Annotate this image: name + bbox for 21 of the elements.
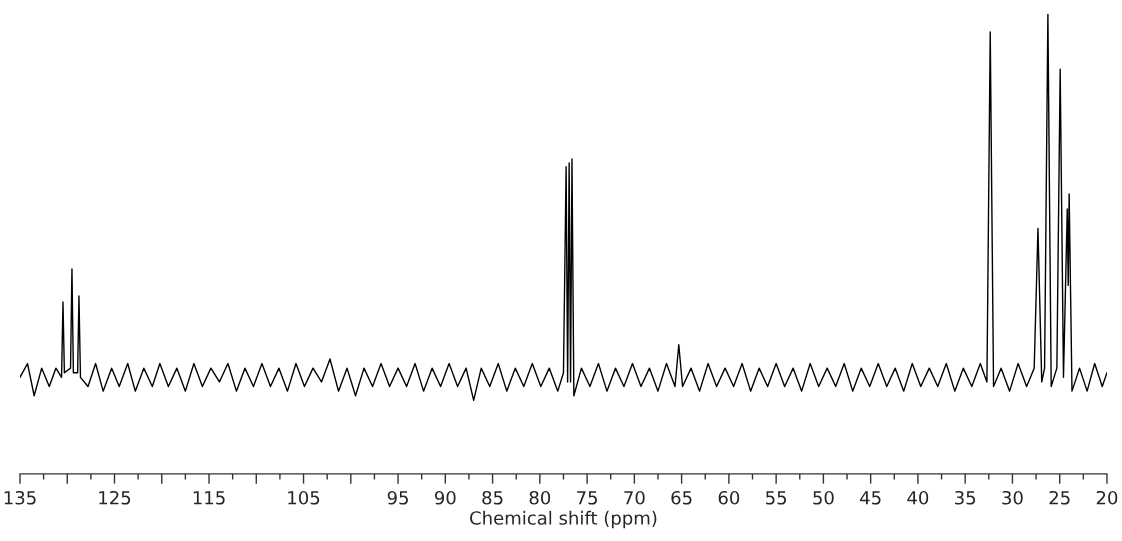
x-tick-label: 95 [387, 490, 408, 505]
x-tick-label: 90 [434, 490, 456, 505]
x-tick-label: 80 [529, 490, 551, 505]
x-tick-label: 85 [482, 490, 503, 505]
x-tick-label: 30 [1002, 490, 1023, 505]
x-tick-label: 25 [1049, 490, 1070, 505]
x-tick-label: 60 [718, 490, 740, 505]
x-axis-title: Chemical shift (ppm) [470, 510, 657, 529]
x-tick-label: 125 [99, 490, 131, 505]
x-tick-label: 75 [577, 491, 598, 505]
x-tick-label: 50 [813, 490, 834, 505]
x-tick-label: 35 [955, 490, 976, 505]
x-tick-label: 135 [4, 490, 36, 505]
x-tick-label: 40 [907, 490, 929, 505]
x-tick-label: 45 [860, 491, 881, 505]
x-tick-label: 115 [193, 491, 225, 505]
x-tick-label: 55 [766, 491, 787, 505]
x-tick-label: 105 [288, 490, 320, 505]
x-tick-label: 70 [624, 490, 645, 505]
x-tick-label: 65 [671, 490, 692, 505]
x-tick-label: 20 [1096, 490, 1118, 505]
